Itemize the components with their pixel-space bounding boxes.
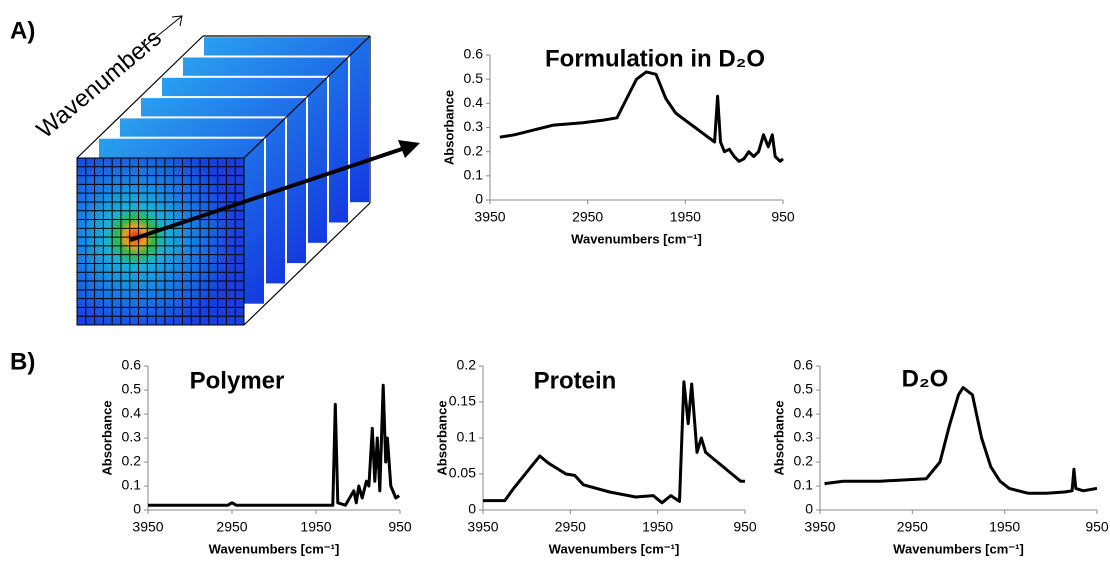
x-tick-label: 3950 (467, 519, 498, 535)
y-tick-label: 0.5 (464, 70, 484, 86)
panel-label: B) (10, 348, 35, 375)
y-tick-label: 0.1 (122, 477, 142, 493)
x-tick-label: 950 (733, 519, 757, 535)
y-tick-label: 0.2 (457, 357, 477, 373)
y-tick-label: 0.1 (794, 477, 814, 493)
y-tick-label: 0.1 (457, 429, 477, 445)
spectrum-line (483, 380, 745, 505)
y-axis-label: Absorbance (99, 400, 114, 475)
cube-axis-arrow (139, 15, 183, 51)
pointer-arrow-head (398, 140, 420, 158)
x-axis-label: Wavenumbers [cm⁻¹] (571, 231, 702, 246)
y-tick-label: 0.3 (464, 118, 484, 134)
y-tick-label: 0.6 (464, 46, 484, 62)
x-tick-label: 1950 (300, 519, 331, 535)
x-axis-label: Wavenumbers [cm⁻¹] (549, 541, 680, 556)
chart-title: Protein (534, 367, 617, 394)
x-tick-label: 2950 (572, 209, 603, 225)
x-tick-label: 2950 (216, 519, 247, 535)
y-tick-label: 0 (133, 501, 141, 517)
pointer-arrow (129, 146, 406, 242)
y-tick-label: 0 (805, 501, 813, 517)
cube-edge (243, 35, 371, 159)
y-tick-label: 0.05 (449, 465, 476, 481)
cube-edge (243, 202, 371, 326)
x-tick-label: 1950 (989, 519, 1020, 535)
y-tick-label: 0 (475, 191, 483, 207)
spectrum-line (824, 386, 1098, 495)
x-tick-label: 950 (1085, 519, 1109, 535)
y-tick-label: 0 (468, 501, 476, 517)
panel-label: A) (10, 17, 35, 44)
y-tick-label: 0.2 (794, 453, 814, 469)
y-tick-label: 0.4 (794, 405, 814, 421)
cube-axis-arrow-head (171, 15, 183, 27)
y-tick-label: 0.6 (794, 357, 814, 373)
y-tick-label: 0.5 (122, 381, 142, 397)
y-tick-label: 0.5 (794, 381, 814, 397)
hyperspectral-cube: Wavenumbers (32, 15, 420, 326)
y-tick-label: 0.2 (122, 453, 142, 469)
y-tick-label: 0.4 (122, 405, 142, 421)
x-tick-label: 1950 (670, 209, 701, 225)
spectrum-line (499, 70, 784, 163)
y-tick-label: 0.4 (464, 94, 484, 110)
y-axis-label: Absorbance (441, 90, 456, 165)
x-tick-label: 950 (388, 519, 412, 535)
x-tick-label: 3950 (804, 519, 835, 535)
x-tick-label: 3950 (474, 209, 505, 225)
x-axis-label: Wavenumbers [cm⁻¹] (893, 541, 1024, 556)
x-tick-label: 2950 (897, 519, 928, 535)
cube-front (76, 157, 245, 326)
y-axis-label: Absorbance (771, 400, 786, 475)
x-tick-label: 3950 (132, 519, 163, 535)
x-axis-label: Wavenumbers [cm⁻¹] (209, 541, 340, 556)
cube-edge (76, 35, 204, 159)
y-axis-label: Absorbance (434, 400, 449, 475)
x-tick-label: 1950 (642, 519, 673, 535)
x-tick-label: 2950 (555, 519, 586, 535)
chart-title: D₂O (902, 365, 949, 392)
chart-title: Polymer (190, 367, 285, 394)
spectrum-line (148, 383, 401, 507)
y-tick-label: 0.1 (464, 167, 484, 183)
y-tick-label: 0.3 (122, 429, 142, 445)
y-tick-label: 0.3 (794, 429, 814, 445)
y-tick-label: 0.15 (449, 393, 476, 409)
x-tick-label: 950 (771, 209, 795, 225)
y-tick-label: 0.6 (122, 357, 142, 373)
chart-title: Formulation in D₂O (545, 45, 765, 72)
y-tick-label: 0.2 (464, 142, 484, 158)
